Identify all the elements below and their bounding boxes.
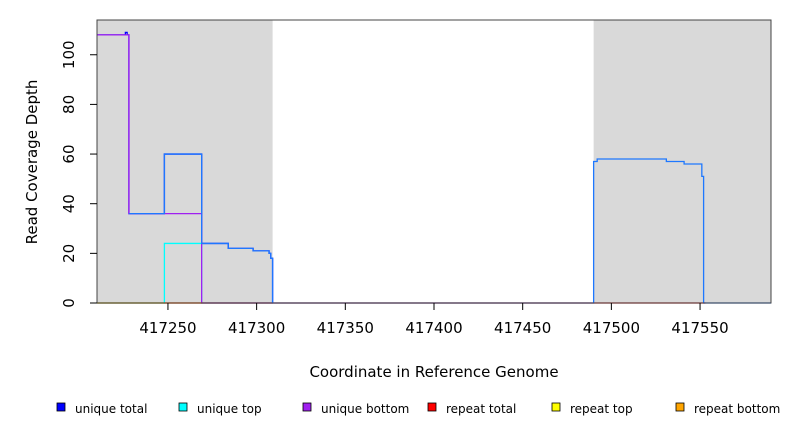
legend-label-1: unique top	[197, 402, 262, 416]
legend-swatch-5	[675, 402, 685, 412]
y-axis: 0 20 40 60 80 100	[60, 40, 97, 308]
x-tick-label-4: 417450	[494, 319, 551, 337]
y-tick-label-4: 80	[60, 95, 78, 114]
y-tick-label-1: 20	[60, 244, 78, 263]
x-tick-label-0: 417250	[139, 319, 196, 337]
x-axis-title: Coordinate in Reference Genome	[309, 363, 558, 381]
legend-swatch-3	[427, 402, 437, 412]
legend-label-5: repeat bottom	[694, 402, 780, 416]
legend-swatch-4	[551, 402, 561, 412]
series-line-6	[128, 153, 771, 304]
y-tick-label-2: 40	[60, 194, 78, 213]
y-tick-label-0: 0	[60, 298, 78, 308]
shaded-region-0	[97, 20, 273, 303]
x-tick-label-6: 417550	[671, 319, 728, 337]
x-tick-label-5: 417500	[583, 319, 640, 337]
x-tick-label-2: 417350	[317, 319, 374, 337]
x-tick-label-1: 417300	[228, 319, 285, 337]
y-tick-label-5: 100	[60, 40, 78, 69]
x-tick-label-3: 417400	[405, 319, 462, 337]
y-axis-title: Read Coverage Depth	[23, 80, 41, 245]
legend-label-4: repeat top	[570, 402, 633, 416]
legend-label-3: repeat total	[446, 402, 516, 416]
legend-label-0: unique total	[75, 402, 147, 416]
legend-swatch-1	[178, 402, 188, 412]
plot-background	[97, 20, 771, 303]
legend-label-2: unique bottom	[321, 402, 409, 416]
x-axis: 417250 417300 417350 417400 417450 417500 4175…	[139, 303, 729, 337]
legend: unique total unique top unique bottom repea…	[56, 402, 780, 416]
legend-swatch-0	[56, 402, 66, 412]
legend-swatch-2	[302, 402, 312, 412]
y-tick-label-3: 60	[60, 145, 78, 164]
